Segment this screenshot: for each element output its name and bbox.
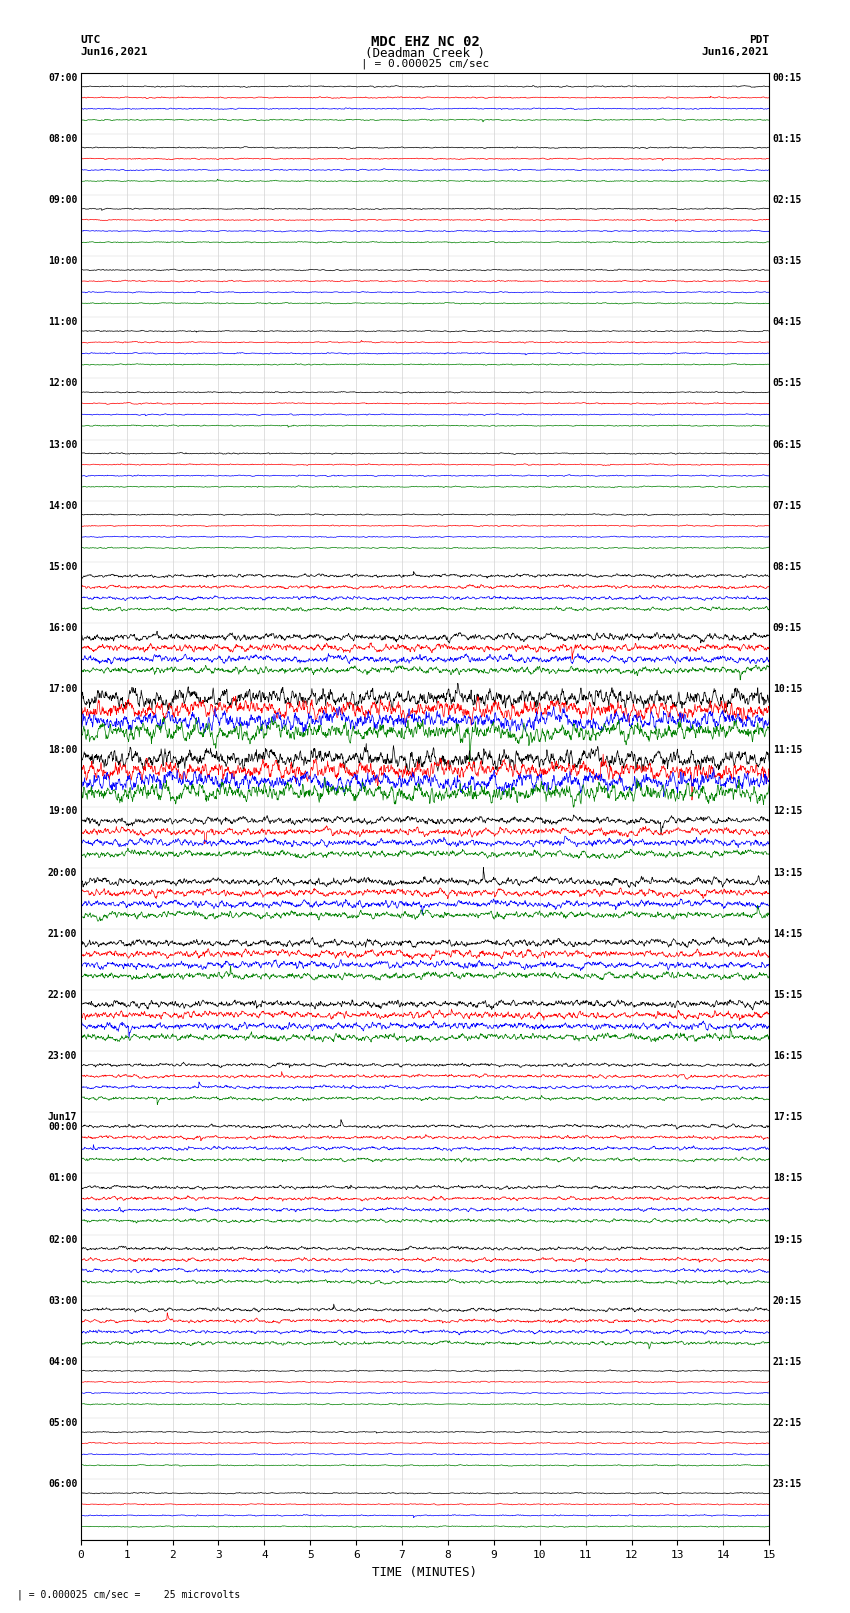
- X-axis label: TIME (MINUTES): TIME (MINUTES): [372, 1566, 478, 1579]
- Text: 06:15: 06:15: [773, 440, 802, 450]
- Text: 18:00: 18:00: [48, 745, 77, 755]
- Text: 02:00: 02:00: [48, 1234, 77, 1245]
- Text: 17:15: 17:15: [773, 1113, 802, 1123]
- Text: 00:15: 00:15: [773, 73, 802, 82]
- Text: MDC EHZ NC 02: MDC EHZ NC 02: [371, 35, 479, 50]
- Text: (Deadman Creek ): (Deadman Creek ): [365, 47, 485, 60]
- Text: 19:15: 19:15: [773, 1234, 802, 1245]
- Text: 16:00: 16:00: [48, 623, 77, 632]
- Text: 02:15: 02:15: [773, 195, 802, 205]
- Text: 22:00: 22:00: [48, 990, 77, 1000]
- Text: 09:15: 09:15: [773, 623, 802, 632]
- Text: 11:00: 11:00: [48, 318, 77, 327]
- Text: 23:00: 23:00: [48, 1052, 77, 1061]
- Text: 21:00: 21:00: [48, 929, 77, 939]
- Text: 13:15: 13:15: [773, 868, 802, 877]
- Text: 22:15: 22:15: [773, 1418, 802, 1428]
- Text: 01:15: 01:15: [773, 134, 802, 144]
- Text: 17:00: 17:00: [48, 684, 77, 694]
- Text: 07:00: 07:00: [48, 73, 77, 82]
- Text: 20:15: 20:15: [773, 1295, 802, 1307]
- Text: 03:00: 03:00: [48, 1295, 77, 1307]
- Text: 04:00: 04:00: [48, 1357, 77, 1366]
- Text: 01:00: 01:00: [48, 1174, 77, 1184]
- Text: 06:00: 06:00: [48, 1479, 77, 1489]
- Text: 08:15: 08:15: [773, 561, 802, 573]
- Text: 07:15: 07:15: [773, 500, 802, 511]
- Text: 12:15: 12:15: [773, 806, 802, 816]
- Text: PDT: PDT: [749, 35, 769, 45]
- Text: 14:15: 14:15: [773, 929, 802, 939]
- Text: Jun16,2021: Jun16,2021: [702, 47, 769, 56]
- Text: 10:15: 10:15: [773, 684, 802, 694]
- Text: 18:15: 18:15: [773, 1174, 802, 1184]
- Text: 19:00: 19:00: [48, 806, 77, 816]
- Text: UTC: UTC: [81, 35, 101, 45]
- Text: 20:00: 20:00: [48, 868, 77, 877]
- Text: 12:00: 12:00: [48, 379, 77, 389]
- Text: 21:15: 21:15: [773, 1357, 802, 1366]
- Text: 04:15: 04:15: [773, 318, 802, 327]
- Text: 16:15: 16:15: [773, 1052, 802, 1061]
- Text: 05:15: 05:15: [773, 379, 802, 389]
- Text: Jun17: Jun17: [48, 1113, 77, 1123]
- Text: 11:15: 11:15: [773, 745, 802, 755]
- Text: | = 0.000025 cm/sec: | = 0.000025 cm/sec: [361, 58, 489, 69]
- Text: 14:00: 14:00: [48, 500, 77, 511]
- Text: 10:00: 10:00: [48, 256, 77, 266]
- Text: | = 0.000025 cm/sec =    25 microvolts: | = 0.000025 cm/sec = 25 microvolts: [17, 1589, 241, 1600]
- Text: 15:00: 15:00: [48, 561, 77, 573]
- Text: 23:15: 23:15: [773, 1479, 802, 1489]
- Text: Jun16,2021: Jun16,2021: [81, 47, 148, 56]
- Text: 05:00: 05:00: [48, 1418, 77, 1428]
- Text: 00:00: 00:00: [48, 1123, 77, 1132]
- Text: 03:15: 03:15: [773, 256, 802, 266]
- Text: 08:00: 08:00: [48, 134, 77, 144]
- Text: 15:15: 15:15: [773, 990, 802, 1000]
- Text: 13:00: 13:00: [48, 440, 77, 450]
- Text: 09:00: 09:00: [48, 195, 77, 205]
